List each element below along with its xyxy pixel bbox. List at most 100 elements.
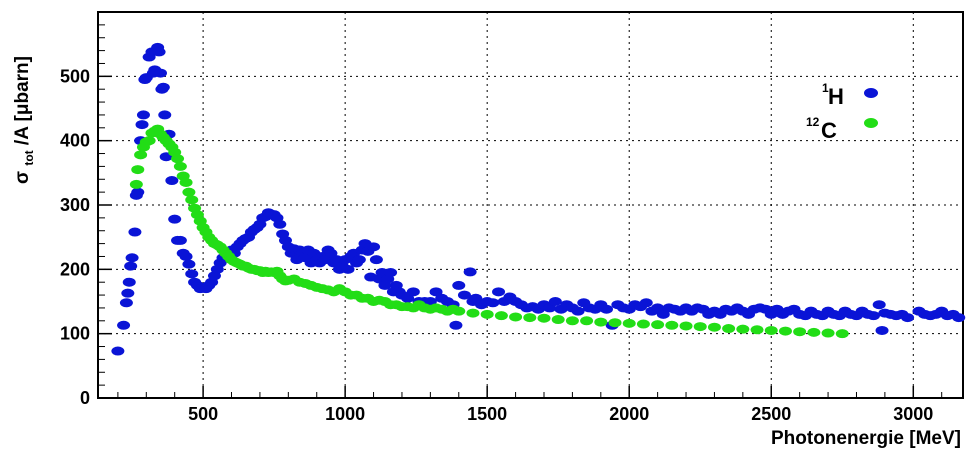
data-point-12c: [736, 324, 750, 334]
data-point-12c: [750, 325, 764, 335]
y-axis-title-symbol: σ: [12, 171, 33, 184]
data-point-1h: [656, 309, 670, 319]
data-point-1h: [152, 47, 166, 57]
data-point-12c: [171, 154, 185, 164]
data-point-1h: [179, 251, 193, 261]
x-tick-label: 3000: [893, 404, 933, 424]
data-point-1h: [492, 287, 506, 297]
data-point-1h: [111, 346, 125, 356]
data-point-12c: [179, 177, 193, 187]
data-point-1h: [543, 303, 557, 313]
legend-label-12c: C: [821, 118, 837, 143]
grid-lines: [98, 12, 963, 398]
data-point-12c: [793, 327, 807, 337]
data-point-1h: [452, 280, 466, 290]
data-point-1h: [119, 298, 133, 308]
data-point-1h: [341, 264, 355, 274]
legend: 1 H 12 C: [806, 81, 878, 143]
data-point-12c: [480, 309, 494, 319]
y-tick-label: 200: [60, 259, 90, 279]
data-point-1h: [182, 259, 196, 269]
data-point-1h: [875, 325, 889, 335]
axis-ticks: [98, 24, 943, 399]
data-point-12c: [622, 318, 636, 328]
data-point-1h: [457, 290, 471, 300]
data-point-12c: [594, 317, 608, 327]
x-tick-label: 1500: [467, 404, 507, 424]
data-point-12c: [636, 319, 650, 329]
data-point-12c: [494, 311, 508, 321]
data-points: [111, 42, 966, 356]
x-tick-label: 2000: [609, 404, 649, 424]
data-point-12c: [565, 316, 579, 326]
y-tick-label: 100: [60, 324, 90, 344]
data-point-1h: [901, 313, 915, 323]
y-tick-labels: 0 100 200 300 400 500: [60, 66, 90, 408]
data-point-1h: [463, 267, 477, 277]
data-point-1h: [423, 297, 437, 306]
data-point-12c: [551, 315, 565, 325]
data-point-12c: [580, 316, 594, 326]
data-point-12c: [679, 321, 693, 331]
data-point-1h: [486, 298, 500, 308]
data-point-1h: [124, 261, 138, 271]
data-point-12c: [821, 328, 835, 338]
data-point-1h: [651, 303, 665, 313]
data-point-1h: [136, 110, 150, 120]
data-point-1h: [168, 214, 182, 224]
data-point-12c: [722, 324, 736, 334]
data-point-1h: [128, 227, 142, 237]
data-point-1h: [117, 320, 131, 330]
data-point-12c: [182, 187, 196, 197]
data-point-1h: [324, 248, 338, 258]
data-point-1h: [352, 255, 366, 265]
data-point-1h: [401, 293, 415, 303]
y-tick-label: 500: [60, 66, 90, 86]
x-axis-title: Photonenergie [MeV]: [771, 428, 961, 449]
x-tick-label: 500: [188, 404, 218, 424]
data-point-12c: [537, 313, 551, 323]
data-point-12c: [509, 312, 523, 322]
data-point-1h: [125, 253, 139, 263]
data-point-12c: [665, 320, 679, 330]
data-point-1h: [639, 298, 653, 308]
y-tick-label: 400: [60, 131, 90, 151]
y-axis-title: σ tot /A [μbarn]: [12, 56, 38, 184]
series-1h: [111, 42, 966, 356]
data-point-1h: [121, 288, 135, 298]
y-tick-label: 300: [60, 195, 90, 215]
data-point-12c: [778, 326, 792, 336]
data-point-1h: [548, 297, 562, 306]
data-point-1h: [158, 110, 172, 120]
legend-label-1h-superscript: 1: [822, 81, 829, 95]
data-point-1h: [449, 320, 463, 330]
y-tick-label: 0: [80, 388, 90, 408]
data-point-1h: [367, 242, 381, 252]
series-12c: [129, 124, 849, 339]
legend-entry-1h: 1 H: [822, 81, 878, 109]
data-point-12c: [129, 179, 143, 189]
data-point-12c: [651, 320, 665, 330]
data-point-1h: [867, 311, 881, 321]
data-point-12c: [142, 136, 156, 146]
data-point-12c: [134, 150, 148, 160]
data-point-1h: [156, 82, 170, 92]
data-point-1h: [131, 187, 145, 197]
legend-entry-12c: 12 C: [806, 115, 878, 143]
data-point-12c: [807, 327, 821, 337]
data-point-12c: [185, 195, 199, 205]
x-tick-labels: 500 1000 1500 2000 2500 3000: [188, 404, 933, 424]
data-point-1h: [406, 287, 420, 297]
data-point-1h: [165, 176, 179, 186]
x-tick-label: 1000: [325, 404, 365, 424]
legend-marker-12c: [864, 118, 878, 128]
data-point-12c: [835, 329, 849, 339]
data-point-1h: [369, 255, 383, 265]
data-point-12c: [707, 322, 721, 332]
data-point-12c: [764, 325, 778, 335]
data-point-1h: [872, 300, 886, 310]
legend-label-1h: H: [828, 84, 844, 109]
data-point-1h: [273, 219, 287, 229]
data-point-1h: [173, 235, 187, 245]
